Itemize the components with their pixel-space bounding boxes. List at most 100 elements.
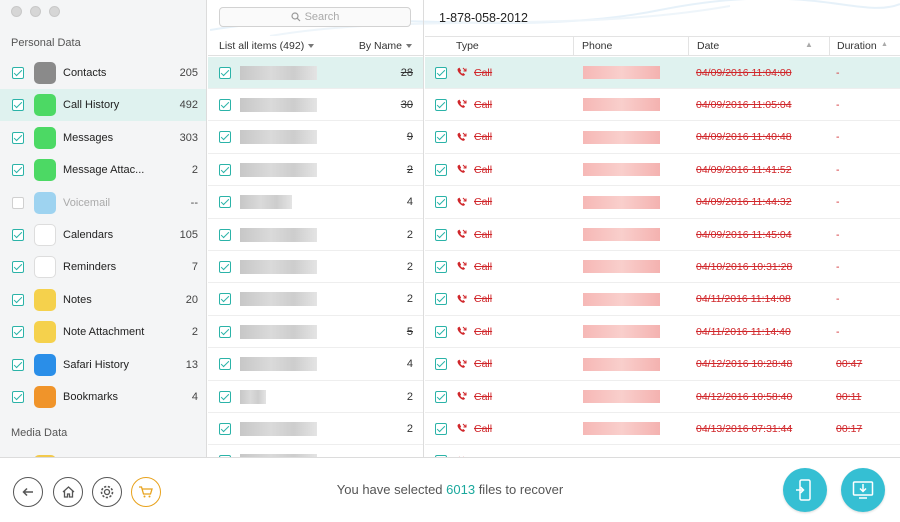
checkbox[interactable]	[219, 358, 231, 371]
sidebar-item-media-partial[interactable]	[0, 450, 206, 457]
checkbox[interactable]	[219, 325, 231, 338]
checkbox[interactable]	[219, 163, 231, 176]
list-item[interactable]: 2	[208, 284, 423, 316]
column-divider[interactable]	[829, 37, 830, 56]
checkbox[interactable]	[435, 358, 447, 371]
cart-button[interactable]	[131, 477, 161, 507]
sidebar-item-contacts[interactable]: Contacts 205	[0, 57, 206, 89]
table-row[interactable]: Call 04/10/2016 10:31:28 -	[425, 251, 900, 284]
missed-call-icon	[458, 456, 464, 457]
sidebar-item-messages[interactable]: Messages 303	[0, 122, 206, 154]
checkbox[interactable]	[435, 131, 447, 144]
checkbox[interactable]	[435, 163, 447, 176]
checkbox[interactable]	[219, 196, 231, 209]
checkbox[interactable]	[219, 260, 231, 273]
table-row[interactable]: Call 04/09/2016 11:45:04 -	[425, 219, 900, 251]
checkbox[interactable]	[12, 164, 24, 177]
checkbox[interactable]	[219, 98, 231, 111]
table-row[interactable]: Call 04/12/2016 10:58:40 00:11	[425, 381, 900, 413]
checkbox[interactable]	[219, 422, 231, 435]
checkbox[interactable]	[12, 293, 24, 306]
filter-dropdown[interactable]: List all items (492)	[219, 40, 315, 52]
checkbox[interactable]	[12, 99, 24, 112]
checkbox[interactable]	[435, 455, 447, 457]
checkbox[interactable]	[435, 422, 447, 435]
checkbox[interactable]	[219, 455, 231, 457]
call-date: 04/10/2016 10:31:28	[696, 260, 793, 273]
checkbox[interactable]	[219, 293, 231, 306]
checkbox[interactable]	[12, 391, 24, 403]
checkbox[interactable]	[12, 196, 24, 209]
table-row[interactable]: Call 04/09/2016 11:44:32 -	[425, 187, 900, 219]
list-item[interactable]: 2	[208, 154, 423, 187]
back-button[interactable]	[13, 477, 43, 507]
home-button[interactable]	[53, 477, 83, 507]
column-type[interactable]: Type	[456, 40, 479, 52]
checkbox[interactable]	[435, 293, 447, 306]
list-item[interactable]: 5	[208, 316, 423, 349]
table-row[interactable]: Call 04/09/2016 11:40:48 -	[425, 122, 900, 154]
list-item[interactable]: 4	[208, 349, 423, 381]
column-duration[interactable]: Duration	[837, 40, 877, 52]
checkbox[interactable]	[219, 390, 231, 403]
table-row[interactable]: Call 04/13/2016 07:31:44 00:17	[425, 413, 900, 446]
close-window-button[interactable]	[11, 6, 22, 17]
column-phone[interactable]: Phone	[582, 40, 613, 52]
checkbox[interactable]	[12, 358, 24, 371]
sidebar-item-reminders[interactable]: Reminders 7	[0, 251, 206, 283]
list-item[interactable]: 30	[208, 89, 423, 122]
checkbox[interactable]	[219, 131, 231, 144]
sidebar-item-safari-history[interactable]: Safari History 13	[0, 349, 206, 381]
checkbox[interactable]	[435, 66, 447, 79]
checkbox[interactable]	[435, 98, 447, 111]
checkbox[interactable]	[12, 67, 24, 79]
checkbox[interactable]	[12, 326, 24, 339]
search-input[interactable]: Search	[219, 7, 411, 27]
column-divider[interactable]	[688, 37, 689, 56]
checkbox[interactable]	[12, 229, 24, 241]
list-item[interactable]: 2	[208, 381, 423, 413]
recover-to-device-button[interactable]	[783, 468, 827, 512]
minimize-window-button[interactable]	[30, 6, 41, 17]
checkbox[interactable]	[435, 390, 447, 403]
sidebar-item-calendars[interactable]: Calendars 105	[0, 219, 206, 251]
checkbox[interactable]	[12, 131, 24, 144]
column-date[interactable]: Date	[697, 40, 720, 52]
list-item[interactable]: 2	[208, 413, 423, 446]
sidebar-item-bookmarks[interactable]: Bookmarks 4	[0, 381, 206, 413]
table-row[interactable]: Call 04/09/2016 11:05:04 -	[425, 89, 900, 122]
checkbox[interactable]	[435, 260, 447, 273]
table-row[interactable]: Call 04/09/2016 11:41:52 -	[425, 154, 900, 187]
sidebar-item-voicemail[interactable]: Voicemail --	[0, 187, 206, 219]
checkbox[interactable]	[219, 66, 231, 79]
checkbox[interactable]	[435, 196, 447, 209]
sidebar-item-call-history[interactable]: Call History 492	[0, 89, 206, 122]
photos-icon	[34, 455, 56, 457]
checkbox[interactable]	[219, 228, 231, 241]
sidebar-item-note-attachment[interactable]: Note Attachment 2	[0, 316, 206, 348]
table-row[interactable]	[425, 446, 900, 457]
item-count: 2	[406, 260, 413, 273]
sidebar-item-message-attac[interactable]: Message Attac... 2	[0, 154, 206, 186]
table-row[interactable]: Call 04/11/2016 11:14:08 -	[425, 284, 900, 316]
checkbox[interactable]	[12, 261, 24, 274]
table-row[interactable]: Call 04/11/2016 11:14:40 -	[425, 316, 900, 349]
list-item[interactable]: 2	[208, 251, 423, 284]
checkbox[interactable]	[435, 228, 447, 241]
redacted-phone	[583, 228, 660, 241]
redacted-name	[240, 130, 317, 145]
list-item[interactable]: 9	[208, 122, 423, 154]
list-item[interactable]	[208, 446, 423, 457]
table-row[interactable]: Call 04/09/2016 11:04:00 -	[425, 57, 900, 89]
recover-to-computer-button[interactable]	[841, 468, 885, 512]
checkbox[interactable]	[435, 325, 447, 338]
list-item[interactable]: 2	[208, 219, 423, 251]
zoom-window-button[interactable]	[49, 6, 60, 17]
column-divider[interactable]	[573, 37, 574, 56]
sidebar-item-notes[interactable]: Notes 20	[0, 284, 206, 316]
sort-dropdown[interactable]: By Name	[359, 40, 412, 52]
list-item[interactable]: 4	[208, 187, 423, 219]
table-row[interactable]: Call 04/12/2016 10:28:48 00:47	[425, 349, 900, 381]
list-item[interactable]: 28	[208, 57, 423, 89]
settings-button[interactable]	[92, 477, 122, 507]
